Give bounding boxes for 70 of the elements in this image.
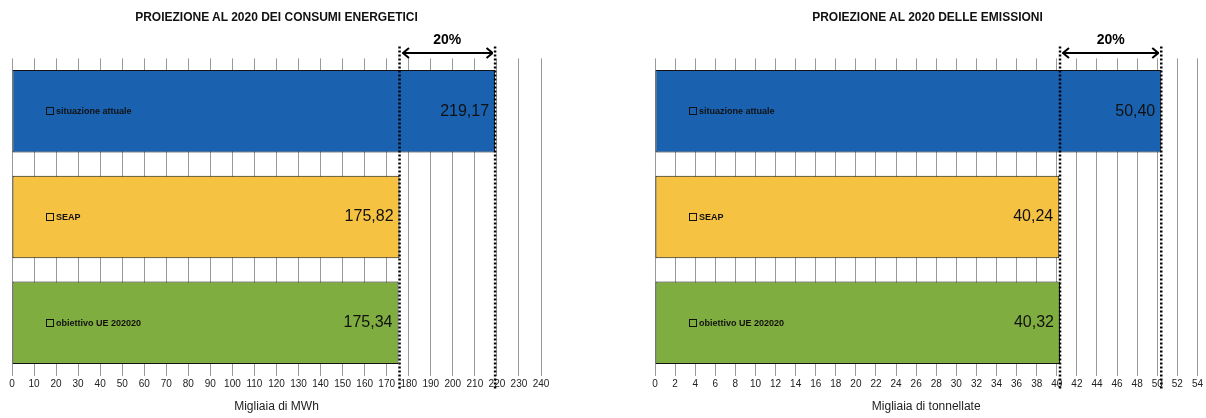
- x-tick-label: 8: [732, 378, 739, 390]
- x-tick-label: 24: [890, 378, 903, 390]
- x-tick-label: 240: [532, 378, 550, 390]
- x-tick-label: 50: [1151, 378, 1164, 390]
- x-tick-label: 44: [1091, 378, 1103, 390]
- x-tick-label: 0: [652, 378, 659, 390]
- x-tick-label: 180: [400, 378, 418, 390]
- x-tick-label: 42: [1071, 378, 1083, 390]
- data-label: 175,34: [343, 313, 393, 331]
- x-tick-label: 230: [510, 378, 528, 390]
- data-label: 40,24: [1013, 207, 1054, 225]
- x-tick-label: 4: [692, 378, 699, 390]
- x-tick-label: 110: [246, 378, 263, 390]
- x-tick-label: 60: [138, 378, 151, 390]
- x-axis-title: Migliaia di MWh: [234, 399, 319, 414]
- x-tick-label: 90: [204, 378, 217, 390]
- text: 20%: [433, 31, 462, 48]
- x-tick-label: 120: [268, 378, 286, 390]
- category-label: SEAP: [56, 212, 81, 222]
- category-label: obiettivo UE 202020: [699, 317, 785, 328]
- x-tick-label: 12: [769, 378, 782, 390]
- category-label: SEAP: [699, 212, 724, 222]
- data-label: 175,82: [344, 207, 394, 225]
- x-tick-label: 100: [224, 378, 242, 390]
- x-tick-label: 38: [1031, 378, 1043, 390]
- x-tick-label: 16: [810, 378, 822, 390]
- x-tick-label: 210: [466, 378, 484, 390]
- x-tick-label: 30: [72, 378, 85, 390]
- x-tick-label: 26: [910, 378, 923, 390]
- x-tick-label: 20: [50, 378, 63, 390]
- x-tick-label: 32: [970, 378, 983, 390]
- x-tick-label: 30: [950, 378, 963, 390]
- x-tick-label: 28: [930, 378, 943, 390]
- x-tick-label: 130: [290, 378, 308, 390]
- x-tick-label: 52: [1171, 378, 1184, 390]
- x-tick-label: 0: [9, 378, 16, 390]
- x-tick-label: 46: [1111, 378, 1124, 390]
- x-tick-label: 160: [356, 378, 374, 390]
- chart-title: PROIEZIONE AL 2020 DELLE EMISSIONI: [812, 9, 1043, 24]
- x-tick-label: 140: [312, 378, 330, 390]
- x-tick-label: 220: [488, 378, 506, 390]
- x-tick-label: 2: [672, 378, 679, 390]
- x-tick-label: 48: [1131, 378, 1144, 390]
- x-tick-label: 50: [116, 378, 129, 390]
- x-tick-label: 80: [182, 378, 195, 390]
- x-tick-label: 34: [990, 378, 1003, 390]
- category-label: situazione attuale: [699, 106, 775, 117]
- x-tick-label: 14: [790, 378, 802, 390]
- x-tick-label: 190: [422, 378, 440, 390]
- data-label: 50,40: [1115, 101, 1156, 119]
- x-tick-label: 70: [160, 378, 173, 390]
- x-tick-label: 54: [1191, 378, 1204, 390]
- chart-title: PROIEZIONE AL 2020 DEI CONSUMI ENERGETICI: [135, 9, 418, 24]
- x-axis-title: Migliaia di tonnellate: [871, 399, 981, 414]
- text: 20%: [1096, 31, 1125, 48]
- data-label: 40,32: [1013, 313, 1055, 331]
- x-tick-label: 150: [334, 378, 352, 390]
- x-tick-label: 200: [444, 378, 462, 390]
- x-tick-label: 20: [850, 378, 862, 390]
- x-tick-label: 170: [378, 378, 396, 390]
- data-label: 219,17: [440, 101, 490, 119]
- category-label: obiettivo UE 202020: [56, 317, 142, 328]
- x-tick-label: 40: [94, 378, 107, 390]
- x-tick-label: 36: [1011, 378, 1023, 390]
- x-tick-label: 10: [28, 378, 41, 390]
- x-tick-label: 6: [712, 378, 719, 390]
- x-tick-label: 22: [870, 378, 882, 390]
- x-tick-label: 18: [830, 378, 842, 390]
- category-label: situazione attuale: [56, 106, 132, 117]
- x-tick-label: 10: [749, 378, 762, 390]
